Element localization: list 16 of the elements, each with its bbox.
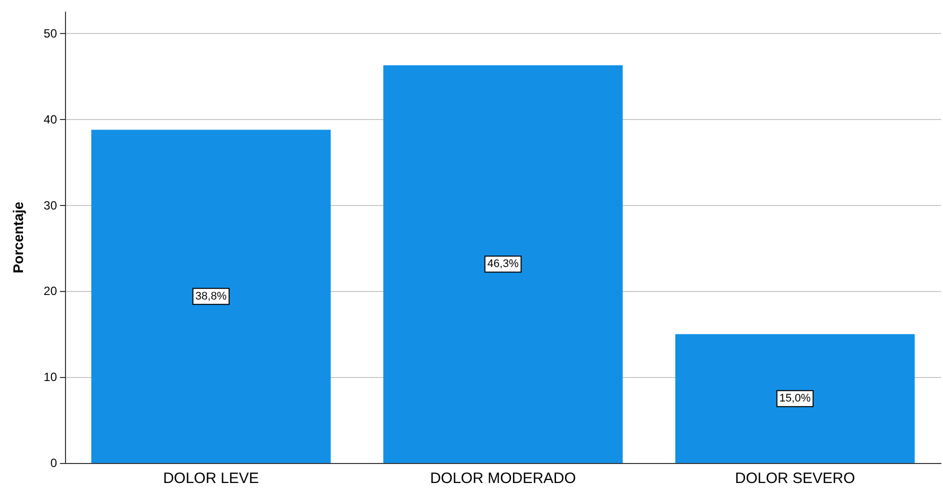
bar bbox=[91, 130, 331, 463]
data-label: 38,8% bbox=[195, 290, 227, 302]
y-tick-label: 20 bbox=[44, 284, 58, 298]
x-tick-label: DOLOR MODERADO bbox=[430, 470, 576, 487]
y-axis-title: Porcentaje bbox=[10, 201, 26, 274]
bar bbox=[383, 65, 623, 463]
y-tick-label: 50 bbox=[44, 26, 58, 40]
data-label: 46,3% bbox=[487, 258, 519, 270]
y-tick-label: 10 bbox=[44, 370, 58, 384]
data-label: 15,0% bbox=[779, 392, 811, 405]
x-tick-label: DOLOR LEVE bbox=[163, 470, 259, 487]
y-tick-label: 30 bbox=[44, 198, 58, 212]
x-tick-label: DOLOR SEVERO bbox=[734, 470, 856, 487]
y-tick-label: 40 bbox=[44, 112, 58, 126]
y-tick-label: 0 bbox=[50, 456, 58, 470]
bar bbox=[675, 334, 915, 463]
